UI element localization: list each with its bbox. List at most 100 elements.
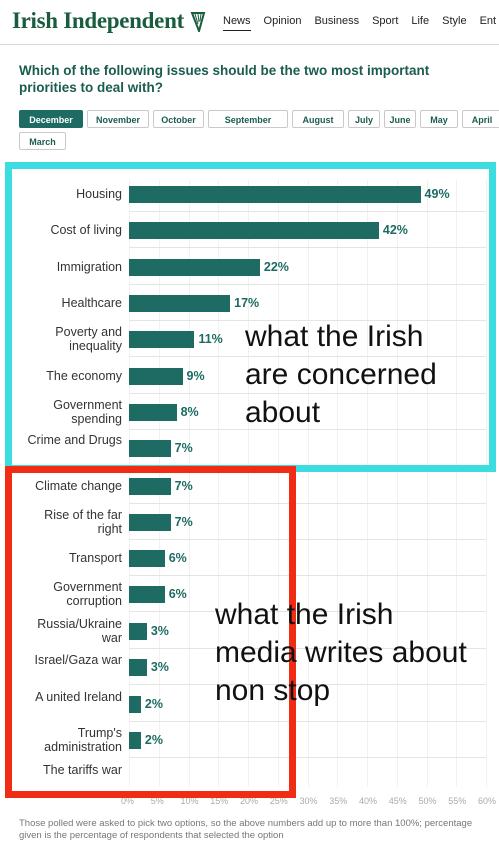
gridline <box>426 180 428 787</box>
value-label: 9% <box>186 369 205 383</box>
bar <box>129 586 165 603</box>
month-tab-march[interactable]: March <box>19 132 66 150</box>
category-label: Crime and Drugs <box>27 433 122 447</box>
bar <box>129 222 379 239</box>
category-label: Government spending <box>53 398 122 426</box>
gridline <box>396 180 398 787</box>
bar <box>129 732 141 749</box>
nav-item-business[interactable]: Business <box>314 15 360 27</box>
row-divider <box>129 393 486 394</box>
row-divider <box>129 575 486 576</box>
x-tick-label: 25% <box>269 796 288 806</box>
value-label: 22% <box>263 260 289 274</box>
category-label: A united Ireland <box>35 690 122 704</box>
bar <box>129 331 195 348</box>
nav-item-news[interactable]: News <box>223 15 251 31</box>
month-tab-august[interactable]: August <box>292 110 344 128</box>
row-divider <box>129 684 486 685</box>
month-tab-september[interactable]: September <box>208 110 288 128</box>
value-label: 7% <box>174 515 193 529</box>
value-label: 17% <box>234 296 260 310</box>
bar <box>129 514 171 531</box>
main-nav: News Opinion Business Sport Life Style Ent <box>223 15 499 31</box>
nav-item-style[interactable]: Style <box>442 15 467 27</box>
site-logo[interactable]: Irish Independent <box>12 8 184 33</box>
row-divider <box>129 539 486 540</box>
nav-item-ent[interactable]: Ent <box>479 15 497 27</box>
chart-footnote: Those polled were asked to pick two opti… <box>19 818 473 841</box>
month-tab-november[interactable]: November <box>87 110 149 128</box>
category-label: Housing <box>76 187 122 201</box>
month-tab-april[interactable]: April <box>462 110 499 128</box>
bar <box>129 368 183 385</box>
value-label: 8% <box>180 405 199 419</box>
category-label: Poverty and inequality <box>55 325 122 353</box>
row-divider <box>129 211 486 212</box>
bar <box>129 478 171 495</box>
value-label: 6% <box>168 587 187 601</box>
bar <box>129 259 260 276</box>
category-label: Cost of living <box>50 223 122 237</box>
month-tab-december[interactable]: December <box>19 110 83 128</box>
row-divider <box>129 284 486 285</box>
harp-icon <box>190 12 206 32</box>
bar <box>129 623 147 640</box>
x-tick-label: 60% <box>478 796 497 806</box>
red-annotation-text: what the Irish media writes about non st… <box>215 598 467 707</box>
value-label: 2% <box>144 733 163 747</box>
value-label: 7% <box>174 441 193 455</box>
bar <box>129 696 141 713</box>
gridline <box>456 180 458 787</box>
x-tick-label: 50% <box>418 796 437 806</box>
x-tick-label: 15% <box>210 796 229 806</box>
chart-question: Which of the following issues should be … <box>19 63 430 95</box>
row-divider <box>129 503 486 504</box>
x-tick-label: 45% <box>388 796 407 806</box>
bar <box>129 295 231 312</box>
x-tick-label: 55% <box>448 796 467 806</box>
gridline <box>367 180 368 787</box>
row-divider <box>129 429 486 430</box>
value-label: 49% <box>424 187 450 201</box>
category-label: The economy <box>46 369 122 383</box>
category-label: Immigration <box>56 260 122 274</box>
month-tab-july[interactable]: July <box>348 110 380 128</box>
category-label: Healthcare <box>61 296 122 310</box>
category-label: Government corruption <box>53 580 122 608</box>
gridline <box>486 180 487 787</box>
gridline <box>248 180 249 787</box>
bar <box>129 659 147 676</box>
x-tick-label: 40% <box>359 796 378 806</box>
x-tick-label: 30% <box>299 796 318 806</box>
gridline <box>218 180 220 787</box>
gridline <box>277 180 279 787</box>
x-tick-label: 35% <box>329 796 348 806</box>
gridline <box>188 180 190 787</box>
nav-item-life[interactable]: Life <box>411 15 430 27</box>
x-tick-label: 20% <box>240 796 259 806</box>
month-tab-october[interactable]: October <box>153 110 204 128</box>
value-label: 42% <box>382 223 408 237</box>
nav-item-opinion[interactable]: Opinion <box>263 15 302 27</box>
bar <box>129 550 165 567</box>
gridline <box>307 180 309 787</box>
gridline <box>337 180 339 787</box>
category-label: Rise of the far right <box>44 508 122 536</box>
value-label: 7% <box>174 479 193 493</box>
value-label: 3% <box>150 660 169 674</box>
category-label: Israel/Gaza war <box>34 653 122 667</box>
row-divider <box>129 721 486 722</box>
category-label: Trump's administration <box>44 726 122 754</box>
month-tab-june[interactable]: June <box>384 110 416 128</box>
value-label: 6% <box>168 551 187 565</box>
row-divider <box>129 611 486 612</box>
month-tab-may[interactable]: May <box>420 110 458 128</box>
site-header: Irish Independent News Opinion Business Spo… <box>0 0 499 45</box>
bar <box>129 186 421 203</box>
row-divider <box>129 757 486 758</box>
nav-item-sport[interactable]: Sport <box>372 15 399 27</box>
category-label: Russia/Ukraine war <box>37 617 122 645</box>
value-label: 11% <box>198 332 223 346</box>
cyan-annotation-text: what the Irish are concerned about <box>245 320 437 429</box>
